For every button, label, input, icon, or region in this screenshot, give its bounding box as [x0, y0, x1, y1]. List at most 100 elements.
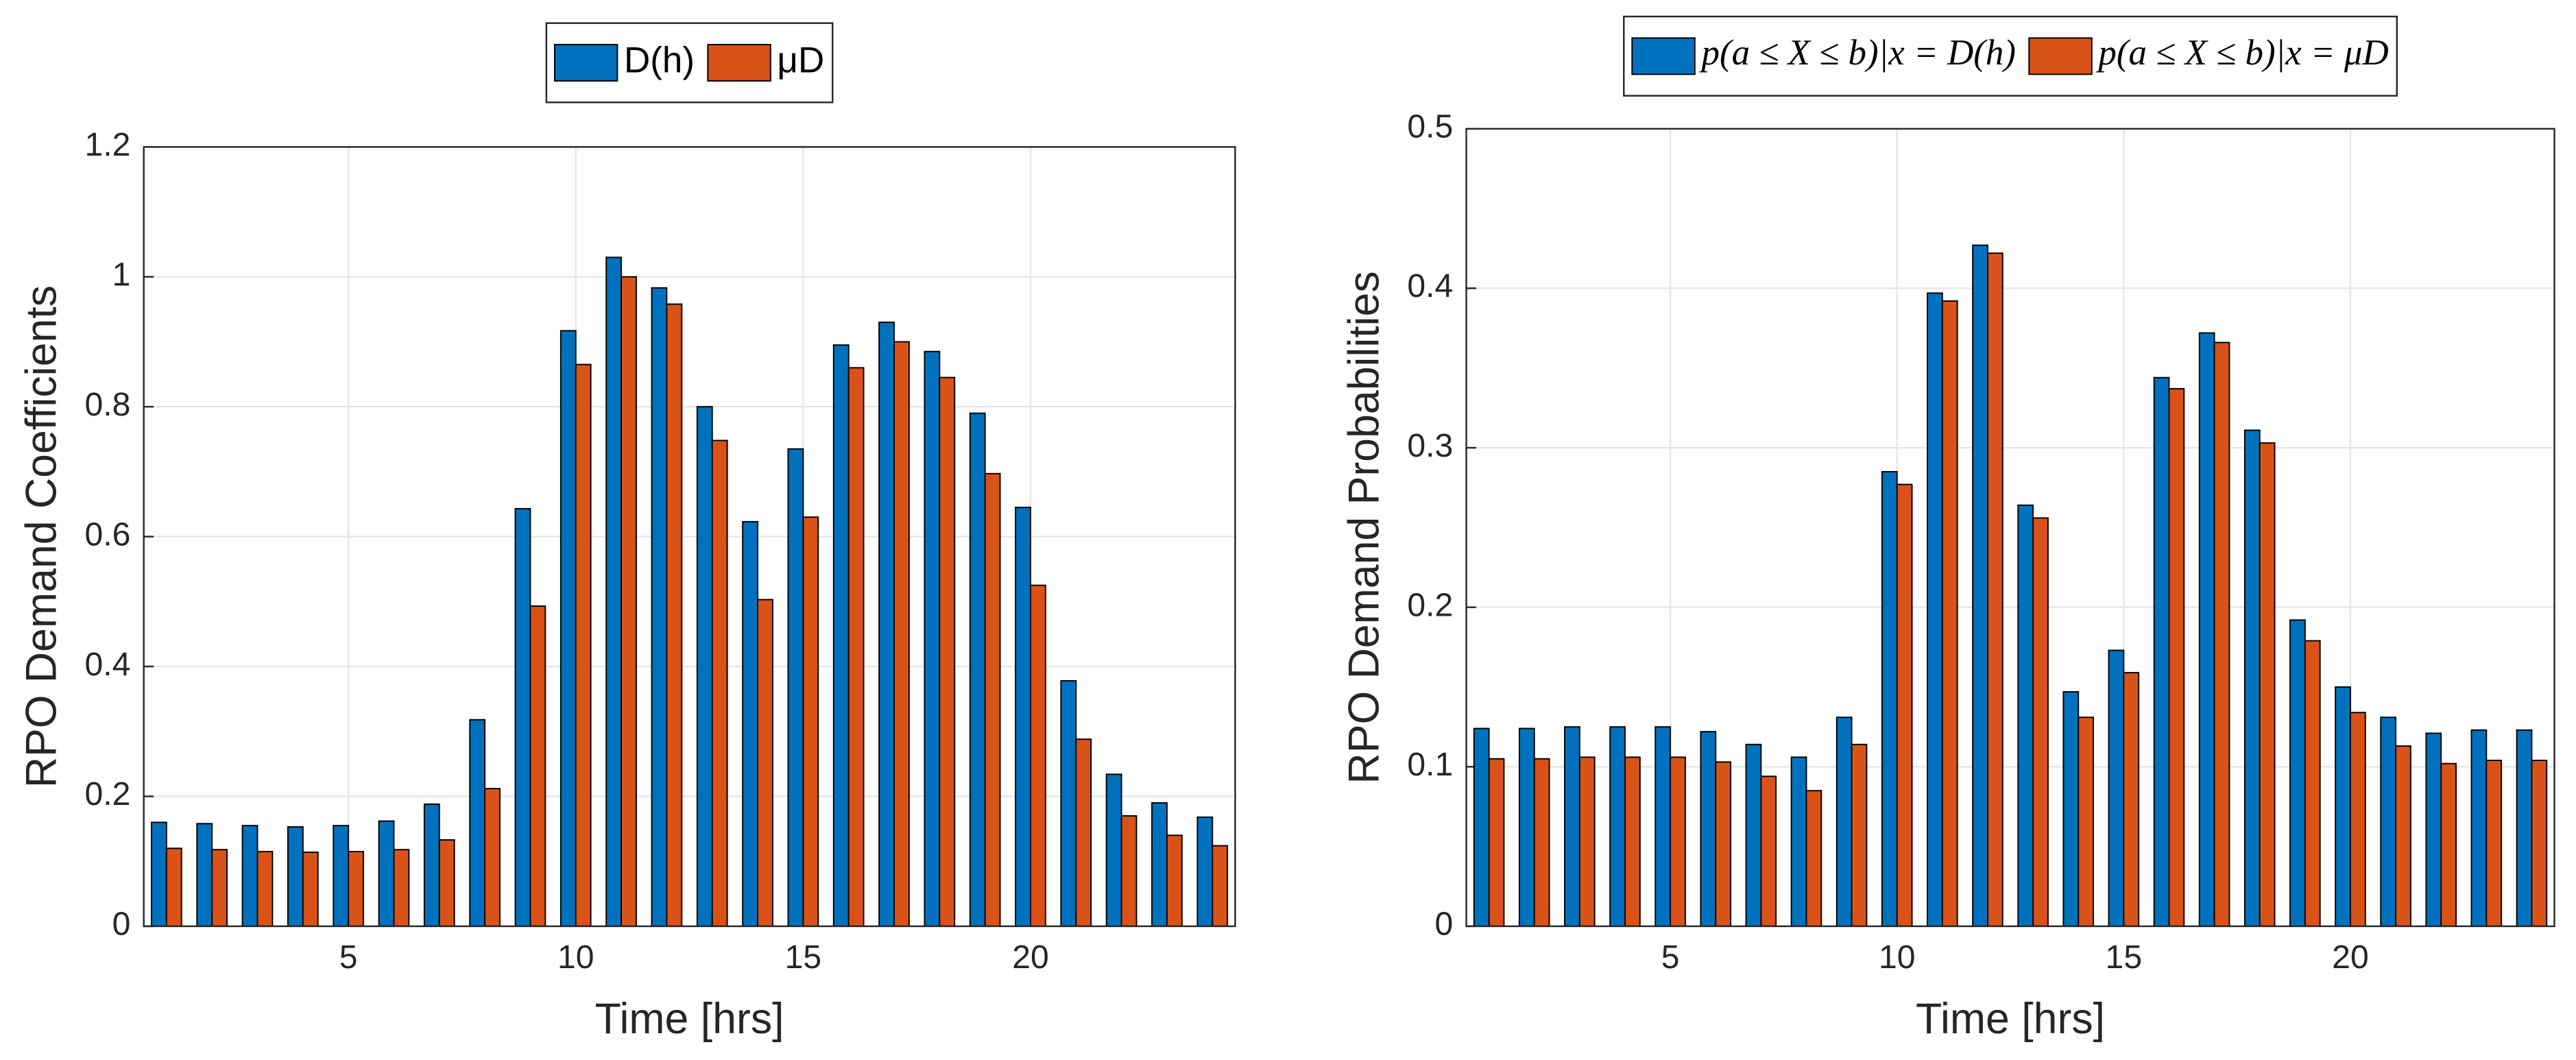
- bar: [2062, 691, 2080, 927]
- bar: [241, 825, 258, 927]
- bar: [742, 520, 759, 927]
- bar: [1670, 756, 1686, 927]
- bar: [393, 849, 410, 927]
- bar: [878, 322, 895, 927]
- bar: [1715, 761, 1732, 927]
- legend-label: p(a ≤ X ≤ b)|x = D(h): [1698, 33, 2016, 73]
- x-tick-label: 20: [2332, 939, 2369, 976]
- x-tick-label: 20: [1012, 939, 1049, 976]
- bar: [514, 507, 531, 927]
- bar: [2349, 712, 2366, 927]
- x-tick-label: 5: [339, 939, 358, 976]
- bar: [696, 406, 713, 927]
- legend-label: D(h): [624, 40, 695, 81]
- bar: [1609, 726, 1626, 927]
- x-axis-label: Time [hrs]: [595, 995, 784, 1043]
- y-tick-label: 0.4: [1407, 267, 1453, 304]
- bar: [2395, 745, 2411, 927]
- legend-box: [1623, 15, 2398, 97]
- bar: [1120, 815, 1137, 927]
- legend-swatch: [1631, 37, 1696, 75]
- bar: [1060, 679, 1077, 927]
- y-tick-label: 0.2: [84, 775, 130, 812]
- bar: [1518, 727, 1535, 927]
- bar: [2032, 517, 2049, 927]
- bar: [666, 303, 683, 927]
- y-tick-label: 0: [1435, 906, 1454, 943]
- bar: [1760, 775, 1777, 927]
- bar: [969, 412, 986, 927]
- bar: [438, 839, 455, 927]
- bar: [847, 367, 865, 927]
- bar: [196, 823, 213, 927]
- bar: [1166, 834, 1183, 927]
- bar: [893, 341, 910, 927]
- bar: [832, 344, 850, 927]
- y-tick-label: 0.2: [1407, 586, 1453, 623]
- bar: [2123, 672, 2140, 927]
- bar: [529, 605, 546, 927]
- bar: [1881, 471, 1898, 927]
- bar: [2516, 729, 2533, 927]
- bar: [2017, 504, 2034, 927]
- bar: [757, 599, 773, 927]
- y-tick-label: 1.2: [84, 126, 130, 163]
- bar: [1987, 252, 2003, 927]
- bar: [1835, 716, 1853, 927]
- x-tick-label: 5: [1661, 939, 1680, 976]
- bar: [575, 363, 592, 927]
- legend: D(h) μD: [545, 22, 834, 104]
- legend-swatch: [553, 44, 618, 82]
- legend-swatch: [707, 44, 771, 82]
- bar: [2213, 341, 2230, 927]
- bar: [1015, 507, 1031, 927]
- x-tick-label: 10: [557, 939, 594, 976]
- bar: [1624, 756, 1641, 927]
- y-tick-label: 0.8: [84, 386, 130, 423]
- bar: [984, 472, 1001, 927]
- bar: [2380, 716, 2397, 927]
- bar: [2335, 686, 2351, 927]
- bar: [348, 851, 364, 927]
- y-tick-label: 1: [112, 256, 131, 293]
- bar: [1578, 756, 1596, 927]
- bar: [787, 448, 804, 927]
- bar: [1212, 845, 1229, 927]
- bar: [939, 376, 956, 927]
- bar: [1941, 300, 1958, 927]
- bar: [1151, 802, 1168, 927]
- bar: [1851, 743, 1868, 927]
- plot-area: [1466, 128, 2555, 926]
- bar: [1473, 727, 1490, 927]
- bar: [1972, 244, 1988, 927]
- bar: [2108, 649, 2125, 927]
- bar: [2440, 762, 2457, 927]
- bar: [423, 803, 440, 927]
- bar: [2259, 442, 2276, 927]
- bar: [1700, 731, 1717, 927]
- axes-box: [1465, 128, 2555, 928]
- y-tick-label: 0.3: [1407, 427, 1453, 464]
- bar: [2168, 388, 2185, 927]
- bar: [1805, 790, 1822, 927]
- bar: [651, 287, 668, 927]
- bar: [802, 516, 819, 927]
- bar: [2304, 640, 2321, 927]
- bar: [2485, 760, 2503, 927]
- x-tick-label: 15: [785, 939, 822, 976]
- bar: [1790, 756, 1807, 927]
- bar: [924, 350, 941, 927]
- bar: [1927, 292, 1943, 927]
- bar: [559, 330, 577, 927]
- x-tick-label: 15: [2106, 939, 2143, 976]
- bar: [711, 439, 728, 927]
- bar: [2470, 729, 2488, 927]
- bar: [256, 851, 274, 927]
- y-tick-label: 0.5: [1407, 108, 1453, 145]
- bar: [1105, 773, 1122, 927]
- x-axis-label: Time [hrs]: [1916, 995, 2105, 1043]
- y-axis-label: RPO Demand Coefficients: [18, 285, 66, 788]
- bar: [2153, 376, 2170, 927]
- axes-box: [143, 146, 1236, 928]
